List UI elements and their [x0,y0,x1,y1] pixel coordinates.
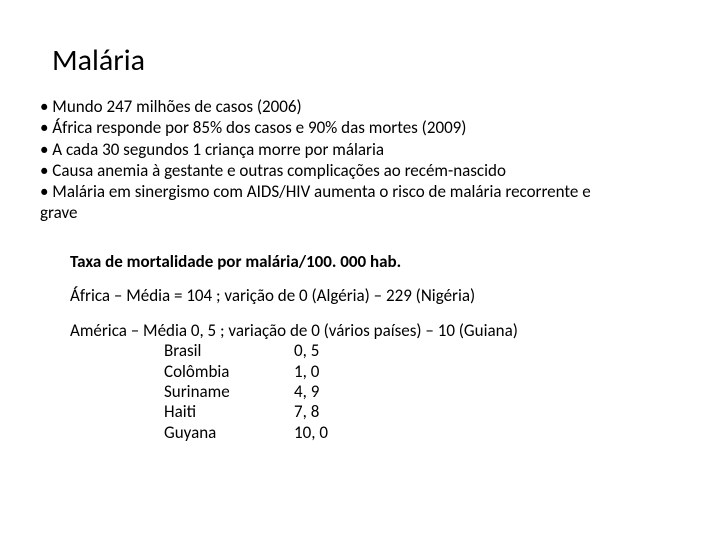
country-name: Haiti [164,402,294,422]
mortality-section: Taxa de mortalidade por malária/100. 000… [70,252,690,443]
slide-title: Malária [52,42,145,79]
country-value: 1, 0 [294,362,319,382]
country-name: Brasil [164,341,294,361]
country-row: Haiti 7, 8 [164,402,690,422]
bullet-item: grave [40,202,680,223]
bullet-item: • A cada 30 segundos 1 criança morre por… [40,139,680,160]
country-value: 4, 9 [294,382,319,402]
country-row: Guyana 10, 0 [164,423,690,443]
country-name: Suriname [164,382,294,402]
country-value: 7, 8 [294,402,319,422]
bullet-item: • Causa anemia à gestante e outras compl… [40,160,680,181]
country-value: 10, 0 [294,423,328,443]
country-name: Guyana [164,423,294,443]
america-line: América – Média 0, 5 ; variação de 0 (vá… [70,321,690,341]
bullet-list: • Mundo 247 milhões de casos (2006) • Áf… [40,96,680,224]
country-name: Colômbia [164,362,294,382]
country-row: Brasil 0, 5 [164,341,690,361]
bullet-item: • Mundo 247 milhões de casos (2006) [40,96,680,117]
bullet-item: • Malária em sinergismo com AIDS/HIV aum… [40,181,680,202]
section-heading: Taxa de mortalidade por malária/100. 000… [70,252,690,272]
bullet-item: • África responde por 85% dos casos e 90… [40,117,680,138]
country-row: Suriname 4, 9 [164,382,690,402]
country-value: 0, 5 [294,341,319,361]
africa-line: África – Média = 104 ; varição de 0 (Alg… [70,286,690,306]
country-row: Colômbia 1, 0 [164,362,690,382]
